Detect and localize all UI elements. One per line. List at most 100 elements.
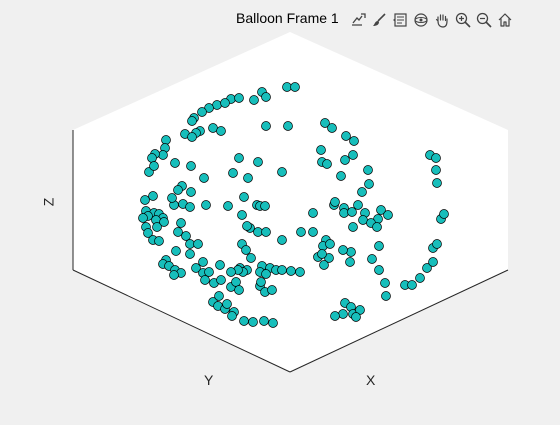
scatter-point <box>353 200 363 210</box>
scatter-point <box>283 121 293 131</box>
scatter-point <box>330 311 340 321</box>
scatter-point <box>256 277 266 287</box>
scatter-point <box>432 178 442 188</box>
scatter-point <box>140 195 150 205</box>
brush-button[interactable] <box>369 10 389 30</box>
scatter-point <box>199 173 209 183</box>
scatter-point <box>216 275 226 285</box>
zoom-in-button[interactable] <box>453 10 473 30</box>
scatter-point <box>358 215 368 225</box>
scatter-point <box>147 153 157 163</box>
scatter-point <box>216 126 226 136</box>
scatter-point <box>249 95 259 105</box>
scatter-point <box>415 273 425 283</box>
scatter-point <box>201 200 211 210</box>
scatter-point <box>349 136 359 146</box>
scatter-point <box>198 257 208 267</box>
scatter-point <box>208 123 218 133</box>
scatter-point <box>431 165 441 175</box>
scatter-point <box>260 201 270 211</box>
scatter-point <box>345 257 355 267</box>
scatter-point <box>200 275 210 285</box>
home-button[interactable] <box>495 10 515 30</box>
scatter-point <box>261 92 271 102</box>
scatter-point <box>261 121 271 131</box>
scatter-point <box>259 316 269 326</box>
rotate-3d-button[interactable] <box>411 10 431 30</box>
scatter-point <box>171 246 181 256</box>
scatter-point <box>242 221 252 231</box>
scatter-point <box>187 132 197 142</box>
scatter-point <box>380 278 390 288</box>
scatter-point <box>228 168 238 178</box>
scatter-point <box>176 218 186 228</box>
scatter-point <box>185 202 195 212</box>
y-axis-line <box>72 269 291 373</box>
scatter-point <box>159 217 169 227</box>
zoom-out-button[interactable] <box>474 10 494 30</box>
scatter-point <box>439 209 449 219</box>
scatter-points <box>138 82 449 328</box>
scatter-point <box>152 222 162 232</box>
scatter-point <box>231 277 241 287</box>
scatter-point <box>363 165 373 175</box>
scatter-point <box>268 318 278 328</box>
scatter-point <box>374 241 384 251</box>
scatter-point <box>158 150 168 160</box>
scatter-point <box>239 192 249 202</box>
scatter-point <box>346 247 356 257</box>
scatter-point <box>215 260 225 270</box>
scatter-point <box>169 270 179 280</box>
y-axis-label: Y <box>204 372 214 388</box>
scatter-point <box>316 145 326 155</box>
export-button[interactable] <box>348 10 368 30</box>
scatter-point <box>173 227 183 237</box>
data-tips-button[interactable] <box>390 10 410 30</box>
scatter-point <box>261 269 271 279</box>
scatter-point <box>187 116 197 126</box>
scatter-point <box>277 167 287 177</box>
scatter-point <box>322 159 332 169</box>
z-axis-label: Z <box>40 197 57 207</box>
scatter-point <box>185 249 195 259</box>
pan-button[interactable] <box>432 10 452 30</box>
scatter-point <box>253 227 263 237</box>
x-axis-line <box>289 269 509 373</box>
scatter-point <box>261 227 271 237</box>
zoom-in-icon <box>455 12 471 28</box>
scatter-point <box>223 201 233 211</box>
scatter-point <box>138 213 148 223</box>
scatter-point <box>241 245 251 255</box>
scatter-point <box>431 153 441 163</box>
scatter-point <box>234 93 244 103</box>
brush-icon <box>373 13 386 26</box>
scatter-point <box>407 280 417 290</box>
scatter-point <box>295 267 305 277</box>
scatter-point <box>220 98 230 108</box>
scatter-point <box>348 150 358 160</box>
scatter-point <box>185 239 195 249</box>
scatter-point <box>340 155 350 165</box>
scatter-point <box>243 173 253 183</box>
scatter-point <box>348 222 358 232</box>
scatter-point <box>186 187 196 197</box>
scatter-point <box>325 239 335 249</box>
export-icon <box>352 13 366 26</box>
scatter-point <box>296 227 306 237</box>
scatter-point <box>143 228 153 238</box>
scatter-point <box>381 291 391 301</box>
scatter-point <box>248 317 258 327</box>
scatter-point <box>277 235 287 245</box>
scatter-point <box>239 316 249 326</box>
scatter-point <box>376 205 386 215</box>
scatter-point <box>277 265 287 275</box>
scatter-point <box>422 263 432 273</box>
scatter-point <box>214 291 224 301</box>
scatter-point <box>234 285 244 295</box>
scatter-point <box>372 222 382 232</box>
scatter-point <box>351 312 361 322</box>
scatter-point <box>193 239 203 249</box>
scatter-point <box>347 207 357 217</box>
figure-title: Balloon Frame 1 <box>236 10 339 26</box>
